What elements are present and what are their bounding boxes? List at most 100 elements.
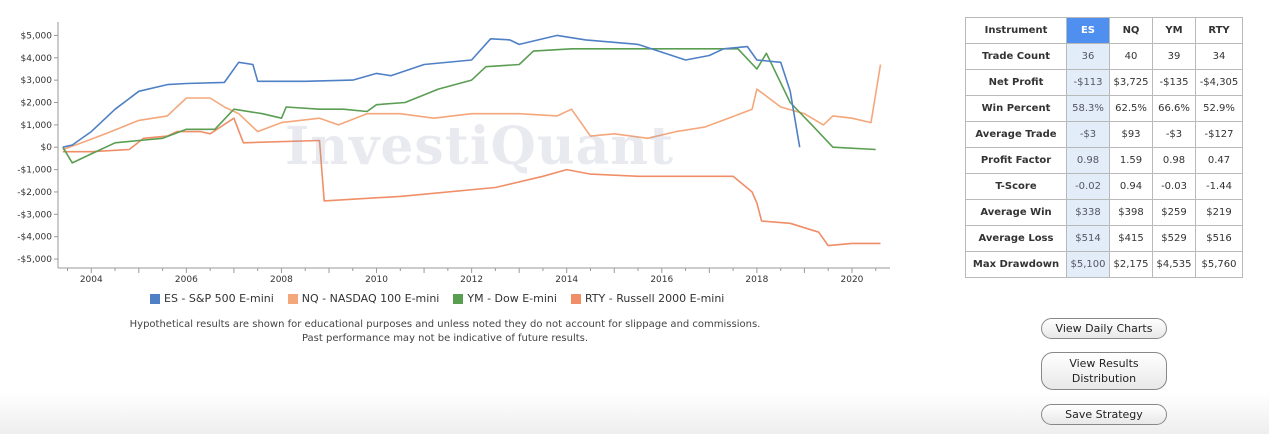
legend-label-rty: RTY - Russell 2000 E-mini — [584, 292, 725, 305]
series-line-0 — [62, 34, 801, 148]
legend-item-es[interactable]: ES - S&P 500 E-mini — [150, 292, 274, 305]
disclaimer-line-1: Hypothetical results are shown for educa… — [129, 319, 761, 330]
cell-es: -$113 — [1066, 69, 1110, 96]
table-row: Net Profit -$113 $3,725 -$135 -$4,305 — [965, 69, 1243, 96]
cell-nq: 40 — [1109, 43, 1153, 70]
cell-es: -$3 — [1066, 121, 1110, 148]
legend-swatch-es — [150, 293, 160, 304]
header-es[interactable]: ES — [1066, 17, 1110, 44]
table-row: Max Drawdown $5,100 $2,175 $4,535 $5,760 — [965, 251, 1243, 278]
header-rty[interactable]: RTY — [1195, 17, 1243, 44]
x-tick-label: 2012 — [460, 275, 483, 285]
series-lines — [62, 34, 882, 247]
y-tick-label: $3,000 — [21, 76, 53, 86]
row-label: Average Loss — [965, 225, 1067, 252]
view-results-distribution-button[interactable]: View Results Distribution — [1041, 352, 1167, 390]
cell-rty: 0.47 — [1195, 147, 1243, 174]
cell-es: $5,100 — [1066, 251, 1110, 278]
save-strategy-button[interactable]: Save Strategy — [1041, 404, 1167, 425]
cell-ym: -$3 — [1152, 121, 1196, 148]
legend-label-ym: YM - Dow E-mini — [467, 292, 557, 305]
row-label: Profit Factor — [965, 147, 1067, 174]
y-tick-label: $1,000 — [21, 121, 53, 131]
disclaimer-line-2: Past performance may not be indicative o… — [301, 333, 589, 344]
y-tick-label: $2,000 — [21, 99, 53, 109]
legend-swatch-ym — [453, 293, 464, 304]
table-row: Average Trade -$3 $93 -$3 -$127 — [965, 121, 1243, 148]
y-tick-label: -$5,000 — [17, 255, 52, 265]
cell-ym: 66.6% — [1152, 95, 1196, 122]
table-row: Win Percent 58.3% 62.5% 66.6% 52.9% — [965, 95, 1243, 122]
cell-nq: $3,725 — [1109, 69, 1153, 96]
cell-nq: 62.5% — [1109, 95, 1153, 122]
row-label: Average Win — [965, 199, 1067, 226]
x-tick-label: 2018 — [745, 275, 768, 285]
cell-rty: $219 — [1195, 199, 1243, 226]
cell-es: $338 — [1066, 199, 1110, 226]
cell-nq: $93 — [1109, 121, 1153, 148]
legend-item-nq[interactable]: NQ - NASDAQ 100 E-mini — [287, 292, 440, 305]
legend-swatch-nq — [287, 293, 298, 304]
y-axis: $5,000 $4,000 $3,000 $2,000 $1,000 $0 -$1,000 -… — [17, 22, 59, 268]
cell-ym: -0.03 — [1152, 173, 1196, 200]
table-row: Average Loss $514 $415 $529 $516 — [965, 225, 1243, 252]
header-nq[interactable]: NQ — [1109, 17, 1153, 44]
y-tick-label: -$1,000 — [17, 166, 52, 176]
cell-nq: $2,175 — [1109, 251, 1153, 278]
view-daily-charts-button[interactable]: View Daily Charts — [1041, 318, 1167, 339]
cell-ym: 39 — [1152, 43, 1196, 70]
legend-label-es: ES - S&P 500 E-mini — [164, 292, 274, 305]
cell-rty: 52.9% — [1195, 95, 1243, 122]
cell-rty: 34 — [1195, 43, 1243, 70]
chart-legend: ES - S&P 500 E-mini NQ - NASDAQ 100 E-mi… — [150, 292, 724, 305]
x-tick-label: 2008 — [270, 275, 293, 285]
x-tick-label: 2010 — [365, 275, 388, 285]
x-axis: 2004 2006 2008 2010 2012 2014 2016 2018 2020 — [58, 267, 890, 285]
cell-nq: $398 — [1109, 199, 1153, 226]
cell-rty: $5,760 — [1195, 251, 1243, 278]
row-label: T-Score — [965, 173, 1067, 200]
y-tick-label: $5,000 — [21, 31, 53, 41]
x-tick-label: 2006 — [175, 275, 198, 285]
x-tick-label: 2004 — [80, 275, 103, 285]
dist-line-1: View Results — [1069, 357, 1139, 370]
watermark-logo: InvestiQuant — [285, 116, 675, 177]
cell-ym: 0.98 — [1152, 147, 1196, 174]
x-tick-label: 2020 — [841, 275, 864, 285]
y-tick-label: -$4,000 — [17, 233, 52, 243]
cell-es: $514 — [1066, 225, 1110, 252]
legend-label-nq: NQ - NASDAQ 100 E-mini — [301, 292, 440, 305]
cell-ym: $4,535 — [1152, 251, 1196, 278]
cell-rty: -1.44 — [1195, 173, 1243, 200]
series-line-3 — [62, 117, 881, 247]
table-row: Average Win $338 $398 $259 $219 — [965, 199, 1243, 226]
cell-es: 58.3% — [1066, 95, 1110, 122]
cell-es: 36 — [1066, 43, 1110, 70]
row-label: Net Profit — [965, 69, 1067, 96]
series-line-1 — [62, 64, 882, 151]
cell-nq: 1.59 — [1109, 147, 1153, 174]
header-ym[interactable]: YM — [1152, 17, 1196, 44]
cell-ym: $259 — [1152, 199, 1196, 226]
cell-rty: -$127 — [1195, 121, 1243, 148]
table-row: Trade Count 36 40 39 34 — [965, 43, 1243, 70]
x-tick-label: 2016 — [650, 275, 673, 285]
legend-item-ym[interactable]: YM - Dow E-mini — [453, 292, 557, 305]
cell-es: -0.02 — [1066, 173, 1110, 200]
row-label: Average Trade — [965, 121, 1067, 148]
equity-chart-svg: $5,000 $4,000 $3,000 $2,000 $1,000 $0 -$1,000 -… — [17, 22, 890, 285]
series-line-2 — [62, 48, 876, 164]
cell-nq: 0.94 — [1109, 173, 1153, 200]
results-table: Instrument ES NQ YM RTY Trade Count 36 40 3… — [965, 17, 1243, 278]
cell-ym: -$135 — [1152, 69, 1196, 96]
legend-item-rty[interactable]: RTY - Russell 2000 E-mini — [570, 292, 725, 305]
dist-line-2: Distribution — [1071, 372, 1137, 385]
y-tick-label: $4,000 — [21, 54, 53, 64]
cell-es: 0.98 — [1066, 147, 1110, 174]
cell-rty: -$4,305 — [1195, 69, 1243, 96]
table-row: T-Score -0.02 0.94 -0.03 -1.44 — [965, 173, 1243, 200]
y-tick-label: $0 — [41, 143, 53, 153]
table-body: Trade Count 36 40 39 34 Net Profit -$113 $3,725… — [965, 43, 1243, 278]
cell-ym: $529 — [1152, 225, 1196, 252]
cell-rty: $516 — [1195, 225, 1243, 252]
